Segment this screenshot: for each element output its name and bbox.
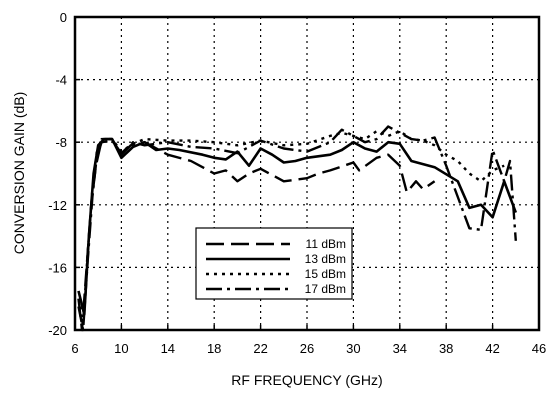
x-tick-label: 42 (485, 341, 499, 356)
x-axis-label: RF FREQUENCY (GHz) (231, 372, 382, 388)
y-tick-label: -16 (48, 260, 67, 275)
x-tick-label: 10 (114, 341, 128, 356)
legend-label: 15 dBm (305, 267, 346, 281)
x-tick-label: 38 (439, 341, 453, 356)
y-tick-label: 0 (60, 10, 67, 25)
series-lines (77, 125, 518, 332)
x-tick-label: 26 (300, 341, 314, 356)
x-tick-label: 6 (71, 341, 78, 356)
legend-label: 11 dBm (306, 237, 346, 251)
y-tick-label: -12 (48, 198, 67, 213)
y-axis-label: CONVERSION GAIN (dB) (11, 92, 27, 255)
series-line-15-dbm (77, 130, 505, 324)
tick-labels: 6 10 14 18 22 26 30 34 38 42 46 0 -4 -8 -12 -16 -20 (48, 10, 546, 356)
y-tick-label: -4 (55, 73, 67, 88)
x-tick-label: 46 (532, 341, 546, 356)
x-tick-label: 34 (393, 341, 407, 356)
legend-label: 17 dBm (305, 282, 346, 296)
y-tick-label: -8 (55, 135, 67, 150)
x-tick-label: 14 (161, 341, 175, 356)
x-tick-label: 30 (346, 341, 360, 356)
x-tick-label: 18 (207, 341, 221, 356)
legend-box (195, 227, 353, 300)
legend-label: 13 dBm (305, 252, 346, 266)
x-tick-label: 22 (253, 341, 267, 356)
y-tick-label: -20 (48, 323, 67, 338)
axis-ticks (74, 16, 540, 331)
